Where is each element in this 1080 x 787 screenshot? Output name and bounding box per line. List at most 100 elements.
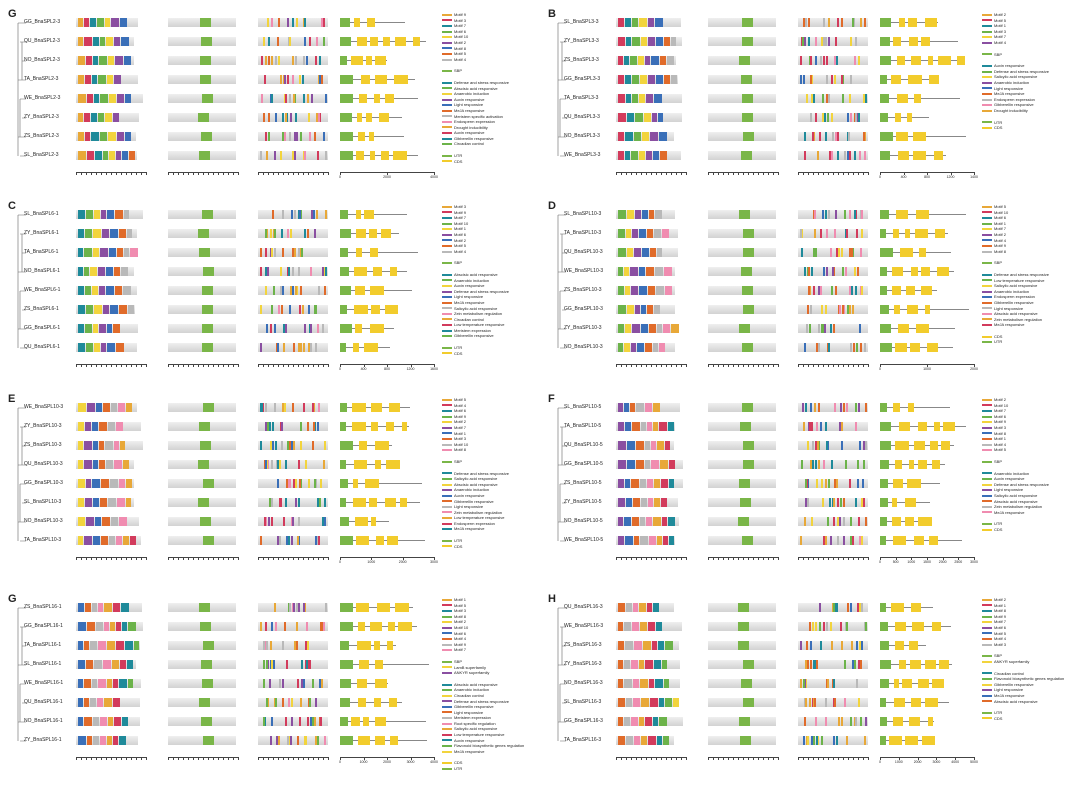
cis-element-mark: [271, 717, 273, 726]
axis-tick: [813, 172, 814, 175]
cis-element-track: [798, 517, 868, 526]
axis-tick: [880, 557, 881, 560]
cis-element-mark: [271, 498, 273, 507]
legend-label: Motif 2: [454, 39, 467, 45]
cis-element-mark: [269, 679, 271, 688]
scale-axis: [616, 557, 687, 564]
motif-box: [635, 305, 640, 314]
cis-element-mark: [860, 660, 862, 669]
axis-tick: [258, 557, 259, 560]
gene-structure: [340, 403, 410, 412]
cds-block: [379, 113, 389, 122]
legend-swatch: [442, 522, 452, 525]
cis-element-mark: [285, 460, 287, 469]
axis-tick: [858, 172, 859, 175]
cds-block: [387, 536, 398, 545]
motif-box: [101, 210, 106, 219]
gene-label: TA_BnaSPL10-3: [564, 230, 602, 236]
gene-label: TA_BnaSPL10-3: [24, 537, 62, 543]
gene-label: TA_BnaSPL16-3: [564, 737, 602, 743]
sbp-domain: [199, 248, 210, 257]
motif-box: [656, 75, 663, 84]
cds-block: [911, 267, 918, 276]
axis-tick: [101, 757, 102, 760]
cis-element-mark: [287, 75, 289, 84]
cis-element-mark: [289, 305, 291, 314]
cis-element-mark: [291, 717, 293, 726]
cis-element-mark: [812, 132, 814, 141]
axis-tick: [111, 364, 112, 367]
legend-label: SBP: [454, 68, 463, 74]
cis-element-mark: [307, 229, 309, 238]
motif-box: [120, 18, 127, 27]
motif-box: [120, 441, 125, 450]
gene-label: ZY_BnaSPL10-3: [564, 325, 602, 331]
structure-axis: 0 500 1000 1500 2000 2500 3000: [879, 557, 978, 564]
cis-element-mark: [312, 717, 314, 726]
gene-structure: [880, 75, 939, 84]
motif-box: [123, 536, 129, 545]
axis-tick: [848, 364, 849, 367]
motif-box: [107, 736, 112, 745]
axis-tick: [258, 364, 259, 367]
cis-element-mark: [818, 324, 820, 333]
sbp-domain: [739, 210, 750, 219]
gene-structure: [340, 498, 420, 507]
cis-element-track: [258, 717, 328, 726]
motif-box: [650, 248, 656, 257]
utr-block: [880, 151, 890, 160]
intron-line: [880, 41, 958, 42]
legend-item: Motif 1: [442, 226, 509, 232]
axis-tick: [131, 757, 132, 760]
legend-label: Defense and stress responsive: [454, 79, 509, 85]
motif-box: [661, 498, 667, 507]
legend-label: CDS: [994, 715, 1003, 721]
motif-box: [640, 622, 647, 631]
cis-element-mark: [315, 343, 317, 352]
legend-item: Motif 10: [982, 210, 1049, 216]
utr-block: [340, 403, 347, 412]
cis-element-mark: [810, 113, 812, 122]
motif-box: [647, 422, 652, 431]
motif-box: [78, 56, 85, 65]
legend-label: Motif 9: [994, 243, 1007, 249]
legend-swatch: [442, 324, 452, 327]
utr-block: [340, 286, 351, 295]
axis-tick: [768, 757, 769, 760]
legend-gap: [442, 164, 509, 170]
cis-element-mark: [314, 422, 316, 431]
motif-box: [78, 441, 83, 450]
cis-element-mark: [275, 113, 277, 122]
cis-element-track: [258, 248, 328, 257]
motif-box: [90, 641, 97, 650]
cis-element-mark: [290, 229, 292, 238]
cds-block: [375, 75, 387, 84]
legend-swatch: [982, 683, 992, 686]
cds-block: [934, 422, 940, 431]
domain-track: [168, 75, 236, 84]
cis-element-mark: [816, 343, 818, 352]
motif-box: [85, 229, 92, 238]
axis-tick: [708, 172, 709, 175]
cds-block: [377, 603, 390, 612]
cis-element-mark: [803, 75, 805, 84]
cis-element-mark: [282, 698, 284, 707]
motif-track: [76, 94, 143, 103]
motif-track: [76, 536, 141, 545]
legend-swatch: [982, 239, 992, 242]
motif-box: [644, 113, 651, 122]
cis-element-mark: [265, 132, 267, 141]
legend-label: Motif 6: [994, 624, 1007, 630]
cds-block: [393, 151, 407, 160]
utr-block: [880, 343, 892, 352]
motif-box: [84, 679, 91, 688]
motif-box: [78, 460, 83, 469]
motif-box: [652, 641, 657, 650]
gene-label: SL_BnaSPL3-3: [564, 19, 599, 25]
utr-block: [880, 717, 887, 726]
cis-element-mark: [831, 113, 833, 122]
cis-element-mark: [853, 18, 855, 27]
motif-box: [78, 641, 83, 650]
cis-element-mark: [292, 248, 294, 257]
phylogenetic-tree: [557, 214, 566, 349]
